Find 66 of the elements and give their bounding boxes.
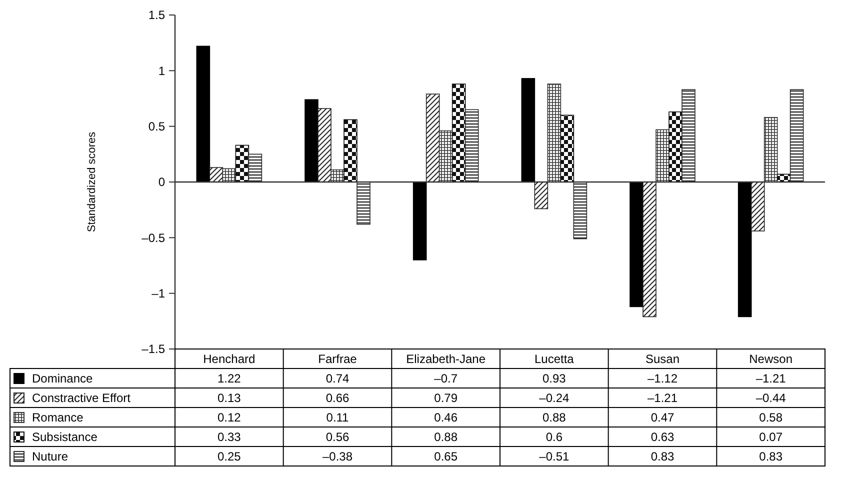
bar — [318, 108, 332, 182]
data-label: 0.74 — [326, 371, 350, 386]
y-tick-label: 1 — [158, 64, 166, 78]
x-tick-label: Susan — [645, 352, 680, 366]
bar — [521, 78, 536, 182]
y-axis-title: Standardized scores — [86, 131, 98, 232]
data-label: –0.24 — [539, 390, 570, 405]
data-label: 0.83 — [759, 449, 783, 464]
data-label: 0.11 — [326, 410, 350, 424]
legend-label: Romance — [32, 410, 84, 424]
data-label: 1.22 — [217, 371, 242, 386]
y-tick-label: 0.5 — [148, 120, 166, 134]
data-label: –0.7 — [434, 371, 458, 386]
bar — [668, 111, 682, 182]
bar — [560, 114, 574, 182]
bar — [412, 182, 427, 260]
data-label: 0.88 — [542, 410, 566, 424]
x-tick-label: Elizabeth-Jane — [406, 352, 486, 366]
x-tick-label: Newson — [749, 352, 793, 366]
data-label: 0.25 — [217, 449, 242, 464]
bar — [344, 119, 358, 182]
data-label: 0.66 — [326, 390, 350, 405]
data-label: 0.93 — [542, 371, 566, 386]
legend-label: Dominance — [32, 371, 94, 386]
bar — [426, 94, 440, 182]
data-label: 0.6 — [546, 430, 563, 444]
y-tick-label: 1.5 — [148, 8, 166, 22]
y-tick-label: 0 — [158, 175, 166, 190]
legend-label: Subsistance — [32, 430, 98, 444]
data-label: –0.51 — [539, 449, 570, 464]
bar — [534, 182, 548, 210]
y-tick-label: –0.5 — [142, 230, 166, 245]
bar — [452, 84, 466, 182]
data-label: –0.38 — [322, 449, 353, 464]
legend-label: Constractive Effort — [32, 390, 132, 405]
bar — [304, 99, 318, 182]
bar — [630, 182, 644, 308]
data-label: 0.83 — [650, 449, 674, 464]
data-label: 0.12 — [217, 410, 242, 424]
data-label: 0.88 — [434, 430, 458, 444]
y-tick-label: –1 — [152, 286, 166, 301]
data-label: 0.63 — [650, 430, 674, 444]
bar — [235, 144, 250, 182]
bar — [642, 182, 656, 318]
data-label: 0.46 — [434, 410, 458, 424]
data-label: 0.58 — [759, 410, 783, 424]
data-label: –1.12 — [647, 371, 678, 386]
data-label: –0.44 — [756, 390, 786, 405]
data-label: –1.21 — [756, 371, 786, 386]
data-label: 0.47 — [650, 410, 674, 424]
bar — [209, 167, 224, 182]
data-label: 0.13 — [217, 390, 242, 405]
data-label: 0.56 — [326, 430, 350, 444]
bar — [196, 46, 210, 182]
x-tick-label: Farfrae — [318, 352, 358, 366]
data-label: 0.07 — [759, 430, 783, 444]
data-label: 0.33 — [217, 430, 242, 444]
bar — [738, 182, 752, 318]
x-tick-label: Lucetta — [534, 352, 574, 366]
data-label: –1.21 — [647, 390, 678, 405]
data-label: 0.79 — [434, 390, 458, 405]
y-tick-label: –1.5 — [142, 342, 166, 356]
data-label: 0.65 — [434, 449, 458, 464]
bar — [750, 182, 765, 232]
legend-label: Nuture — [32, 449, 68, 464]
x-tick-label: Henchard — [203, 352, 256, 366]
